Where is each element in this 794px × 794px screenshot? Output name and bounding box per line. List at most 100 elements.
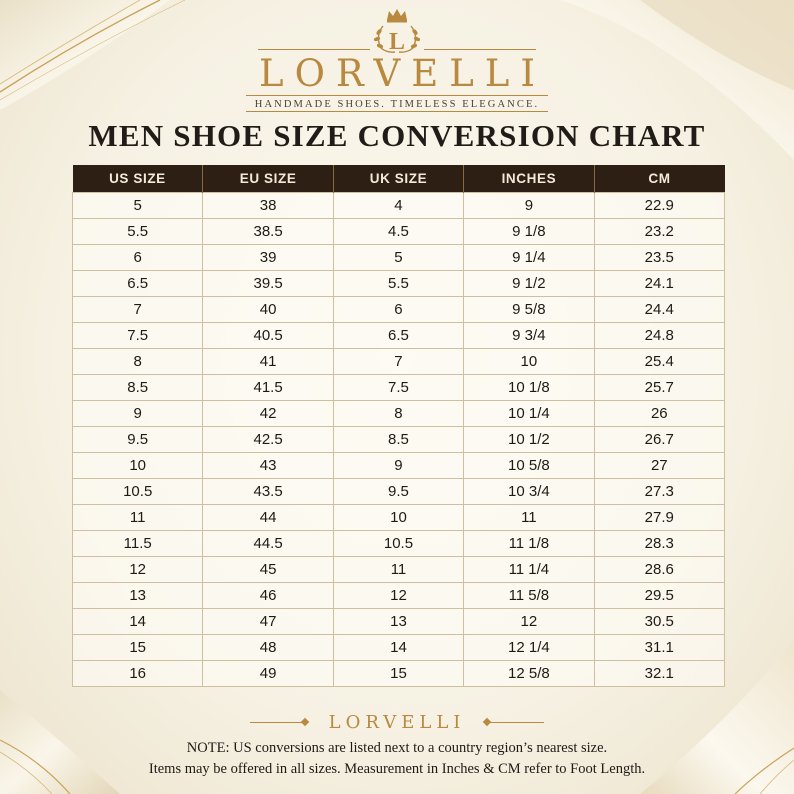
table-row: 12 45 11 11 1/4 28.6	[71, 556, 726, 583]
footer-brand: LORVELLI	[328, 712, 466, 733]
table-cell: 27.3	[593, 478, 726, 505]
table-cell: 12 5/8	[463, 660, 595, 687]
brand-name: LORVELLI	[259, 52, 546, 95]
table-cell: 9.5	[71, 426, 204, 453]
table-cell: 10 1/4	[463, 400, 595, 427]
table-cell: 29.5	[593, 582, 726, 609]
table-cell: 10	[71, 452, 204, 479]
column-header: CM	[593, 165, 725, 193]
table-cell: 6	[71, 244, 204, 271]
crest-letter: L	[389, 29, 405, 54]
table-cell: 25.4	[593, 348, 726, 375]
table-cell: 7	[71, 296, 204, 323]
table-cell: 7.5	[332, 374, 465, 401]
table-cell: 25.7	[593, 374, 726, 401]
crown-icon: L	[373, 9, 421, 54]
table-body: 5 38 4 9 22.9 5.5 38.5 4.5 9 1/8 23.2 6 39 5 9 1/4 23.…	[71, 192, 726, 687]
table-cell: 48	[202, 634, 334, 661]
table-row: 6 39 5 9 1/4 23.5	[71, 244, 726, 271]
table-cell: 5.5	[332, 270, 465, 297]
table-cell: 32.1	[593, 660, 726, 687]
footer-note-line-1: NOTE: US conversions are listed next to …	[186, 740, 608, 756]
table-cell: 49	[202, 660, 334, 687]
table-cell: 9 1/4	[463, 244, 595, 271]
table-cell: 39	[202, 244, 334, 271]
table-cell: 8.5	[332, 426, 465, 453]
table-cell: 12	[71, 556, 204, 583]
table-cell: 4.5	[332, 218, 465, 245]
table-cell: 42.5	[202, 426, 334, 453]
table-cell: 43	[202, 452, 334, 479]
table-cell: 11 1/4	[463, 556, 595, 583]
brand-tagline: HANDMADE SHOES. TIMELESS ELEGANCE.	[254, 99, 540, 110]
table-cell: 28.3	[593, 530, 726, 557]
table-cell: 41	[202, 348, 334, 375]
table-cell: 45	[202, 556, 334, 583]
table-cell: 5	[71, 192, 204, 219]
table-cell: 24.1	[593, 270, 726, 297]
table-cell: 10 1/8	[463, 374, 595, 401]
table-cell: 42	[202, 400, 334, 427]
table-cell: 9.5	[332, 478, 465, 505]
table-cell: 9 5/8	[463, 296, 595, 323]
table-cell: 40	[202, 296, 334, 323]
table-row: 7 40 6 9 5/8 24.4	[71, 296, 726, 323]
brand-header: L LORVELLI HANDMADE SHOES. TIMELESS ELEG…	[0, 8, 794, 110]
column-header: EU SIZE	[202, 165, 334, 193]
table-row: 15 48 14 12 1/4 31.1	[71, 634, 726, 661]
table-cell: 28.6	[593, 556, 726, 583]
laurel-wreath-icon	[373, 25, 421, 53]
table-cell: 11 5/8	[463, 582, 595, 609]
table-cell: 38	[202, 192, 334, 219]
table-cell: 9 1/8	[463, 218, 595, 245]
table-row: 13 46 12 11 5/8 29.5	[71, 582, 726, 609]
table-cell: 46	[202, 582, 334, 609]
table-row: 10 43 9 10 5/8 27	[71, 452, 726, 479]
tagline-rule-bottom	[246, 111, 548, 112]
table-cell: 10 5/8	[463, 452, 595, 479]
table-row: 5 38 4 9 22.9	[71, 192, 726, 219]
table-cell: 22.9	[593, 192, 726, 219]
table-row: 5.5 38.5 4.5 9 1/8 23.2	[71, 218, 726, 245]
brand-rule-top-left	[258, 49, 370, 50]
table-cell: 12	[332, 582, 465, 609]
footer-note-line-2: Items may be offered in all sizes. Measu…	[148, 761, 646, 777]
table-cell: 26	[593, 400, 726, 427]
table-cell: 27	[593, 452, 726, 479]
table-cell: 8	[71, 348, 204, 375]
table-cell: 7.5	[71, 322, 204, 349]
table-cell: 14	[71, 608, 204, 635]
table-cell: 8.5	[71, 374, 204, 401]
footer-rule-right	[486, 722, 544, 723]
table-cell: 31.1	[593, 634, 726, 661]
table-cell: 11	[332, 556, 465, 583]
table-cell: 27.9	[593, 504, 726, 531]
table-cell: 43.5	[202, 478, 334, 505]
table-cell: 7	[332, 348, 465, 375]
table-cell: 26.7	[593, 426, 726, 453]
table-row: 8.5 41.5 7.5 10 1/8 25.7	[71, 374, 726, 401]
table-cell: 11	[463, 504, 595, 531]
table-cell: 10	[332, 504, 465, 531]
table-cell: 9	[71, 400, 204, 427]
table-cell: 10 3/4	[463, 478, 595, 505]
table-row: 6.5 39.5 5.5 9 1/2 24.1	[71, 270, 726, 297]
table-cell: 13	[71, 582, 204, 609]
table-row: 14 47 13 12 30.5	[71, 608, 726, 635]
column-header: UK SIZE	[332, 165, 464, 193]
table-cell: 9	[332, 452, 465, 479]
table-cell: 6.5	[332, 322, 465, 349]
footer-rule-left	[250, 722, 308, 723]
table-cell: 10.5	[71, 478, 204, 505]
table-cell: 9 3/4	[463, 322, 595, 349]
table-cell: 10.5	[332, 530, 465, 557]
chart-title: MEN SHOE SIZE CONVERSION CHART	[88, 118, 706, 153]
table-cell: 9 1/2	[463, 270, 595, 297]
table-cell: 16	[71, 660, 204, 687]
table-row: 9.5 42.5 8.5 10 1/2 26.7	[71, 426, 726, 453]
table-cell: 6.5	[71, 270, 204, 297]
brand-rule-top-right	[424, 49, 536, 50]
table-cell: 10	[463, 348, 595, 375]
table-cell: 4	[332, 192, 465, 219]
size-conversion-table: US SIZE EU SIZE UK SIZE INCHES CM 5 38 4 9 2…	[71, 165, 726, 687]
